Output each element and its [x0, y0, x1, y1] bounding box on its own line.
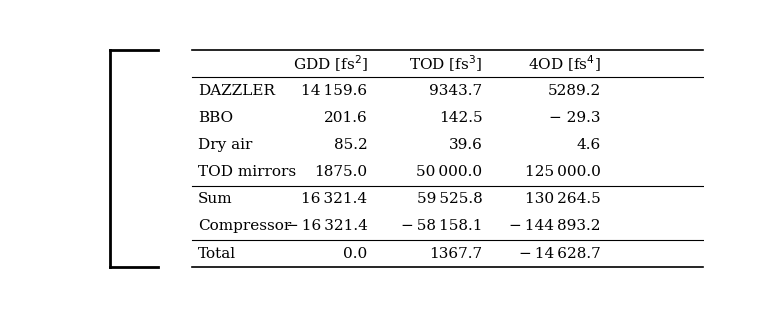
Text: − 58 158.1: − 58 158.1 [401, 219, 482, 234]
Text: 142.5: 142.5 [439, 111, 482, 125]
Text: − 29.3: − 29.3 [549, 111, 601, 125]
Text: 14 159.6: 14 159.6 [301, 83, 368, 98]
Text: 59 525.8: 59 525.8 [417, 192, 482, 206]
Text: − 14 628.7: − 14 628.7 [519, 247, 601, 261]
Text: 125 000.0: 125 000.0 [525, 165, 601, 179]
Text: 130 264.5: 130 264.5 [525, 192, 601, 206]
Text: TOD [fs$^3$]: TOD [fs$^3$] [410, 53, 482, 74]
Text: − 144 893.2: − 144 893.2 [509, 219, 601, 234]
Text: − 16 321.4: − 16 321.4 [285, 219, 368, 234]
Text: Total: Total [198, 247, 236, 261]
Text: 50 000.0: 50 000.0 [417, 165, 482, 179]
Text: BBO: BBO [198, 111, 233, 125]
Text: 5289.2: 5289.2 [547, 83, 601, 98]
Text: Compressor: Compressor [198, 219, 291, 234]
Text: 16 321.4: 16 321.4 [301, 192, 368, 206]
Text: 0.0: 0.0 [343, 247, 368, 261]
Text: Dry air: Dry air [198, 138, 252, 152]
Text: 4.6: 4.6 [576, 138, 601, 152]
Text: GDD [fs$^2$]: GDD [fs$^2$] [292, 53, 368, 74]
Text: DAZZLER: DAZZLER [198, 83, 274, 98]
Text: Sum: Sum [198, 192, 232, 206]
Text: 9343.7: 9343.7 [429, 83, 482, 98]
Text: 4OD [fs$^4$]: 4OD [fs$^4$] [528, 53, 601, 74]
Text: 39.6: 39.6 [449, 138, 482, 152]
Text: 1367.7: 1367.7 [429, 247, 482, 261]
Text: 1875.0: 1875.0 [314, 165, 368, 179]
Text: TOD mirrors: TOD mirrors [198, 165, 296, 179]
Text: 85.2: 85.2 [334, 138, 368, 152]
Text: 201.6: 201.6 [324, 111, 368, 125]
